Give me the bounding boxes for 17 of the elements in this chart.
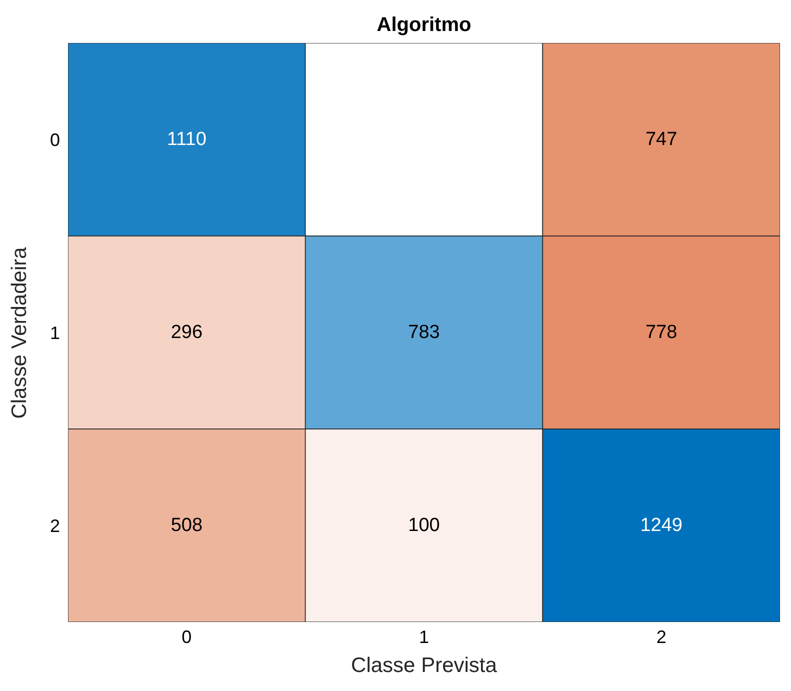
y-tick-label: 1 <box>50 322 60 343</box>
data-label: 1249 <box>640 515 682 536</box>
data-label: 100 <box>408 515 440 536</box>
y-axis-title: Classe Verdadeira <box>8 246 32 418</box>
chart-title: Algoritmo <box>376 14 472 37</box>
y-tick-label: 0 <box>50 130 60 150</box>
data-label: 508 <box>170 515 203 536</box>
x-axis-title: Classe Prevista <box>350 654 498 678</box>
y-tick-label: 2 <box>50 516 60 536</box>
data-label: 778 <box>645 322 678 343</box>
data-label: 296 <box>170 322 203 343</box>
x-tick-label: 2 <box>656 626 666 647</box>
x-tick-label: 1 <box>418 626 430 647</box>
data-label: 747 <box>645 129 678 150</box>
data-label: 783 <box>408 322 440 343</box>
data-label: 1110 <box>166 129 206 150</box>
x-tick-label: 0 <box>182 626 192 647</box>
